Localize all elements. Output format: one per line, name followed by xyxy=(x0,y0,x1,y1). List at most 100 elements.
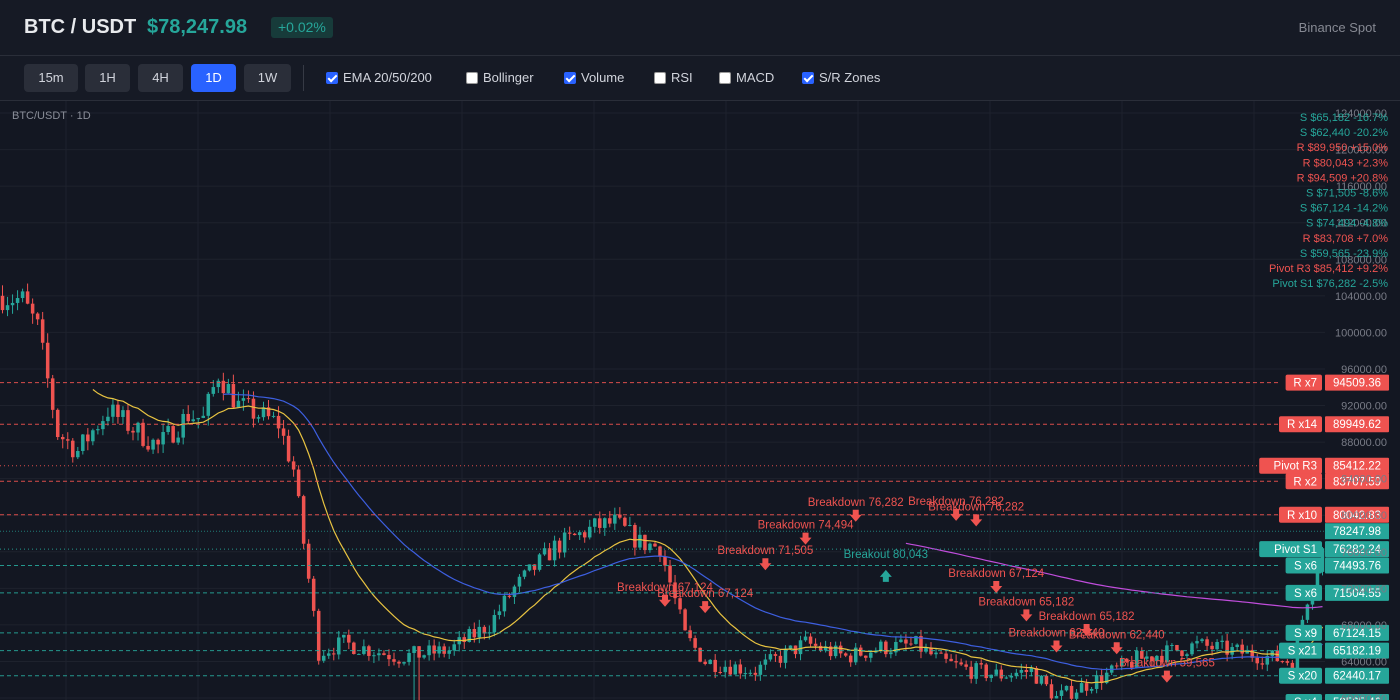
ema20-line xyxy=(92,389,1324,684)
candles xyxy=(0,283,1325,700)
candle-body xyxy=(1305,604,1310,620)
candle-body xyxy=(803,636,808,641)
checkbox-icon[interactable] xyxy=(719,72,731,84)
candle-body xyxy=(241,398,246,401)
signal-label: Breakdown 76,282 xyxy=(928,501,1024,513)
sr-level-price-text: 74493.76 xyxy=(1333,561,1381,573)
candle-body xyxy=(562,532,567,553)
candle-body xyxy=(286,435,291,462)
candle-body xyxy=(959,662,963,665)
sr-zone-legend-item: S $67,124 -14.2% xyxy=(1300,203,1388,215)
candle-body xyxy=(858,647,863,656)
sr-zone-legend-item: Pivot R3 $85,412 +9.2% xyxy=(1269,263,1388,275)
candle-body xyxy=(151,439,155,450)
candle-body xyxy=(231,384,236,408)
sr-level-tag xyxy=(1285,693,1322,700)
candle-body xyxy=(1009,675,1014,678)
candle-body xyxy=(296,469,301,497)
candle-body xyxy=(191,419,195,422)
candle-body xyxy=(1225,640,1229,655)
candle-body xyxy=(693,638,697,648)
candle-body xyxy=(146,445,150,450)
candle-body xyxy=(206,393,211,416)
candle-body xyxy=(1044,675,1049,685)
candle-body xyxy=(949,658,953,662)
sr-zones-toggle[interactable]: S/R Zones xyxy=(802,70,880,88)
candle-body xyxy=(291,461,296,470)
sr-level-price-tag xyxy=(1325,416,1389,433)
candle-body xyxy=(537,554,542,570)
candle-body xyxy=(1170,644,1174,646)
breakout-arrow-icon xyxy=(879,569,892,582)
signal-label: Breakout 80,043 xyxy=(844,549,928,561)
candle-body xyxy=(718,671,722,673)
bollinger-toggle[interactable]: Bollinger xyxy=(466,70,534,88)
candle-body xyxy=(648,543,652,551)
candle-body xyxy=(15,298,20,303)
candle-body xyxy=(477,626,482,638)
rsi-toggle[interactable]: RSI xyxy=(654,70,693,88)
candle-body xyxy=(1019,669,1024,673)
candle-body xyxy=(337,637,341,655)
candle-body xyxy=(954,661,958,663)
candle-body xyxy=(608,518,612,524)
candle-body xyxy=(71,440,75,458)
breakdown-arrow-icon xyxy=(659,594,672,607)
timeframe-15m-button[interactable]: 15m xyxy=(24,64,78,92)
candle-body xyxy=(1260,663,1265,665)
candle-body xyxy=(974,663,978,679)
candle-body xyxy=(332,653,336,655)
candle-body xyxy=(808,636,813,644)
candle-body xyxy=(1320,548,1325,572)
timeframe-1h-button[interactable]: 1H xyxy=(85,64,130,92)
candle-body xyxy=(633,524,637,548)
candle-body xyxy=(1029,668,1034,672)
candle-body xyxy=(60,437,65,440)
signal-label: Breakdown 76,282 xyxy=(808,497,904,509)
candle-body xyxy=(261,407,266,418)
sr-zone-legend-item: S $71,505 -8.6% xyxy=(1306,188,1388,200)
candle-body xyxy=(984,664,988,679)
timeframe-4h-button[interactable]: 4H xyxy=(138,64,183,92)
candle-body xyxy=(497,611,502,616)
checkbox-icon[interactable] xyxy=(466,72,478,84)
checkbox-icon[interactable] xyxy=(326,72,338,84)
candle-body xyxy=(658,546,662,557)
candle-body xyxy=(728,666,733,675)
candle-body xyxy=(121,410,125,417)
signal-label: Breakdown 62,440 xyxy=(1069,629,1165,641)
candle-body xyxy=(748,672,753,674)
sr-zone-legend-item: R $83,708 +7.0% xyxy=(1303,233,1389,245)
candle-body xyxy=(65,439,70,441)
candle-body xyxy=(141,422,145,446)
candle-body xyxy=(367,646,371,656)
candle-body xyxy=(668,565,672,583)
candle-body xyxy=(96,429,100,431)
candle-body xyxy=(1079,683,1084,693)
candle-body xyxy=(126,410,130,431)
price-chart[interactable]: R x7 94509.36 R x14 89949.62 Pivot R3 85412.2… xyxy=(0,101,1400,700)
volume-toggle[interactable]: Volume xyxy=(564,70,624,88)
candle-body xyxy=(743,673,748,675)
checkbox-icon[interactable] xyxy=(564,72,576,84)
candle-body xyxy=(1024,669,1029,672)
candle-body xyxy=(1150,656,1154,662)
sr-zones-toggle-label: S/R Zones xyxy=(819,70,881,85)
timeframe-1w-button[interactable]: 1W xyxy=(244,64,291,92)
timeframe-1d-button[interactable]: 1D xyxy=(191,64,236,92)
candle-body xyxy=(1089,688,1094,691)
candle-body xyxy=(161,432,165,445)
checkbox-icon[interactable] xyxy=(802,72,814,84)
candle-body xyxy=(1205,639,1209,646)
macd-toggle[interactable]: MACD xyxy=(719,70,774,88)
candle-body xyxy=(382,653,386,655)
candle-body xyxy=(437,646,441,654)
exchange-name: Binance Spot xyxy=(1298,20,1376,35)
checkbox-icon[interactable] xyxy=(654,72,666,84)
candle-body xyxy=(944,653,948,659)
candlestick-chart[interactable]: R x7 94509.36 R x14 89949.62 Pivot R3 85412.2… xyxy=(0,101,1400,700)
candle-body xyxy=(226,384,231,394)
ema-toggle[interactable]: EMA 20/50/200 xyxy=(326,70,432,88)
breakdown-arrow-icon xyxy=(950,508,963,521)
